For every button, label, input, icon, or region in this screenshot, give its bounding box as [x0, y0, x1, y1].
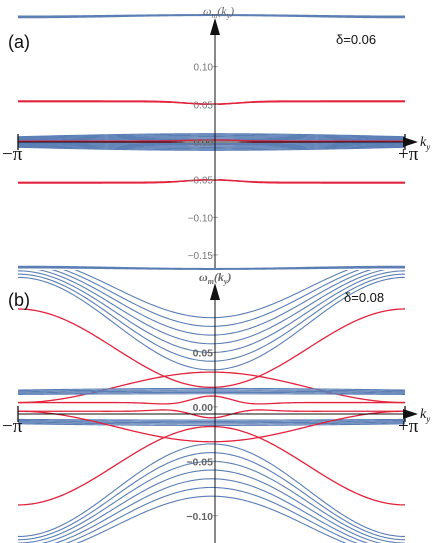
panel-b-series-8-line-6 — [76, 495, 347, 543]
panel-a-series-4-line-0 — [17, 146, 406, 151]
panel-a-series-4-line-2 — [17, 145, 406, 149]
panel-b-series-5-line-2 — [17, 421, 406, 424]
panel-a-y-arrow — [210, 18, 220, 35]
panel-b-series-8-line-1 — [17, 452, 406, 541]
panel-b-y-label-close: ) — [226, 270, 231, 284]
panel-a-y-tick-label: −0.15 — [188, 251, 214, 262]
panel-b-y-tick-label: 0.05 — [193, 347, 214, 359]
panel-b-series-4-line-0 — [18, 395, 405, 405]
panel-a-x-right-label: +π — [398, 144, 419, 165]
panel-b-x-axis-label: ky — [420, 407, 430, 424]
panel-a-y-tick-label: 0.05 — [194, 100, 214, 111]
panel-b-series-3-line-1 — [17, 389, 406, 392]
panel-b-series-3-line-0 — [17, 387, 406, 391]
panel-a-series-4-line-4 — [17, 143, 406, 147]
panel-b-delta: δ=0.08 — [344, 290, 384, 305]
panel-b-x-axis-label-sub: y — [425, 414, 430, 424]
panel-b-y-label-sub: m — [208, 277, 214, 286]
panel-a-series-2-line-1 — [17, 134, 406, 139]
panel-b-y-tick-label: −0.05 — [186, 456, 213, 468]
panel-b-series-5-line-3 — [17, 419, 406, 422]
panel-b-y-ticks: 0.05 0.00 −0.05 −0.10 — [186, 347, 218, 523]
panel-a: 0.10 0.05 0.00 −0.05 −0.10 −0.15 (a) δ=0.06 −… — [2, 4, 430, 270]
panel-b-label: (b) — [8, 290, 30, 310]
panel-b-series-8-line-3 — [41, 469, 382, 543]
panel-b-series-5-line-4 — [17, 418, 406, 421]
panel-a-series-4-line-6 — [17, 142, 406, 145]
panel-a-series-2-line-2 — [17, 135, 406, 139]
panel-a-series-1-line-2 — [18, 100, 405, 106]
panel-a-delta: δ=0.06 — [336, 32, 376, 47]
panel-a-series-3-line-0 — [18, 139, 405, 142]
panel-a-series-4-line-3 — [17, 144, 406, 148]
panel-a-x-axis-label-sub: y — [425, 142, 430, 152]
panel-b-y-label-sub2: y — [223, 277, 228, 286]
panel-a-y-label-sub: m — [211, 11, 217, 20]
panel-a-y-label-paren: (k — [217, 4, 227, 18]
panel-b-x-right-label: +π — [398, 416, 419, 437]
panel-b-series-7-line-0 — [17, 425, 406, 506]
panel-b-y-label-paren: (k — [214, 270, 224, 284]
panel-b-x-axis-label-main: k — [420, 407, 427, 422]
panel-b-series-3-line-4 — [17, 393, 406, 395]
panel-b-series-0-line-1 — [17, 273, 406, 362]
panel-b-series-5-line-1 — [17, 422, 406, 425]
panel-b: 0.050.00−0.05−0.10 (b) δ=0.08 −π +π ky ω… — [2, 270, 430, 543]
panel-b-series-0-line-0 — [17, 276, 406, 371]
panel-a-series-2-line-3 — [17, 136, 406, 140]
panel-a-y-tick-label: −0.10 — [188, 213, 214, 224]
panel-b-x-arrow — [403, 409, 418, 419]
panel-a-x-arrow — [403, 137, 418, 147]
panel-a-series-4-line-1 — [17, 145, 406, 150]
panel-b-series-8-line-2 — [17, 460, 406, 543]
panel-a-series-2-line-0 — [17, 133, 406, 138]
panel-b-series-0-line-2 — [17, 270, 406, 354]
panel-b-series-6-line-0 — [17, 410, 406, 443]
panel-b-series-3-line-3 — [17, 391, 406, 394]
panel-b-series-8-line-0 — [17, 443, 406, 538]
panel-a-label: (a) — [8, 32, 30, 52]
panel-a-series-4-line-5 — [17, 142, 406, 146]
panel-a-series-6-line-2 — [18, 267, 405, 270]
panel-b-series-0-line-6 — [74, 270, 349, 319]
panel-a-y-label-close: ) — [229, 4, 234, 18]
panel-a-x-axis-label: ky — [420, 135, 430, 152]
panel-b-series-8-line-5 — [65, 486, 358, 543]
panel-b-series-4-line-1 — [18, 409, 405, 419]
panel-b-y-arrow — [210, 283, 220, 300]
panel-b-y-tick-label: −0.10 — [186, 511, 213, 523]
panel-b-curves — [17, 270, 406, 543]
panel-b-x-left-label: −π — [2, 416, 23, 437]
panel-a-y-ticks: 0.10 0.05 0.00 −0.05 −0.10 −0.15 — [188, 63, 218, 262]
panel-a-y-axis-label: ωm(ky) — [203, 4, 234, 20]
panel-b-series-8-line-4 — [54, 478, 369, 543]
panel-a-y-label-sub2: y — [226, 11, 231, 20]
panel-a-y-tick-label: −0.05 — [188, 176, 214, 187]
panel-a-x-axis-label-main: k — [420, 135, 427, 150]
panel-a-series-5-line-2 — [18, 178, 405, 184]
panel-a-y-tick-label: 0.00 — [194, 138, 214, 149]
panel-a-y-tick-label: 0.10 — [194, 63, 214, 74]
panel-b-series-3-line-2 — [17, 390, 406, 393]
panel-b-series-0-line-5 — [63, 270, 360, 327]
panel-b-series-5-line-0 — [17, 423, 406, 426]
panel-b-y-tick-label: 0.00 — [193, 402, 214, 414]
panel-a-series-2-line-4 — [17, 137, 406, 141]
panel-a-curves — [17, 14, 406, 270]
panel-b-y-axis-label: ωm(ky) — [199, 270, 231, 286]
panel-b-y-label-main: ω — [199, 270, 208, 284]
panel-b-series-1-line-0 — [17, 308, 406, 388]
panel-a-y-label-main: ω — [203, 4, 211, 18]
panel-a-x-left-label: −π — [2, 144, 23, 165]
panel-b-series-2-line-0 — [17, 371, 406, 404]
panel-a-series-0-line-2 — [18, 14, 405, 17]
panel-b-series-0-line-4 — [51, 270, 372, 336]
panel-b-series-0-line-3 — [37, 270, 386, 345]
